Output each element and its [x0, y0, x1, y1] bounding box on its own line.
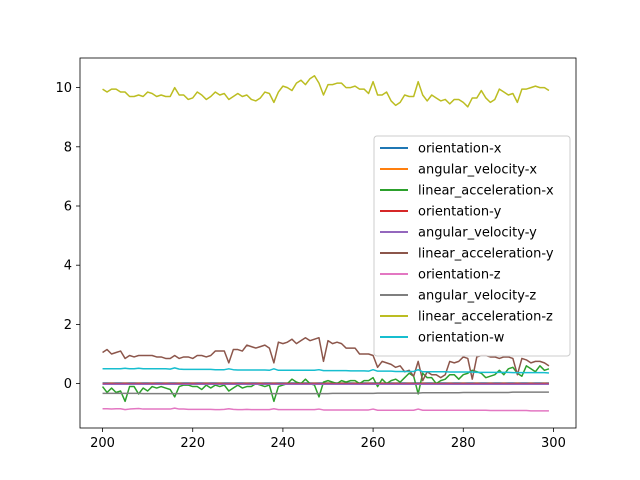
legend-entry: orientation-y	[418, 205, 502, 220]
x-tick-label: 300	[541, 436, 566, 451]
y-tick-label: 6	[64, 200, 72, 215]
legend-entry: angular_velocity-x	[418, 163, 537, 178]
series-line-orientation-z	[102, 407, 549, 412]
series-layer	[101, 75, 550, 412]
y-tick-label: 4	[64, 259, 72, 274]
x-tick-label: 240	[270, 436, 295, 451]
legend-entry: orientation-x	[418, 142, 502, 157]
y-tick-label: 0	[64, 377, 72, 392]
legend-box	[373, 135, 571, 357]
series-line-angular_velocity-z	[102, 391, 549, 395]
y-tick-label: 2	[64, 318, 72, 333]
x-tick-label: 220	[180, 436, 205, 451]
series-line-linear_acceleration-y	[102, 336, 550, 382]
x-tick-label: 280	[451, 436, 476, 451]
legend-entry: linear_acceleration-z	[418, 310, 553, 325]
series-line-orientation-w	[102, 367, 549, 374]
y-tick-label: 8	[64, 140, 72, 155]
axes-layer: 200 220 240 260 280 300 0 2 4 6 8 10	[55, 57, 577, 451]
legend-entry: linear_acceleration-y	[418, 247, 554, 262]
legend-entry: angular_velocity-z	[418, 289, 536, 304]
legend-entry: angular_velocity-y	[418, 226, 537, 241]
x-tick-label: 260	[361, 436, 386, 451]
series-line-linear_acceleration-z	[102, 75, 550, 108]
legend-entry: orientation-z	[418, 268, 501, 283]
axes-frame	[79, 57, 577, 429]
legend-entry: linear_acceleration-x	[418, 184, 554, 199]
legend-entry: orientation-w	[418, 331, 505, 346]
x-tick-label: 200	[90, 436, 115, 451]
legend: orientation-x angular_velocity-x linear_ac…	[373, 135, 571, 357]
y-tick-label: 10	[55, 81, 72, 96]
